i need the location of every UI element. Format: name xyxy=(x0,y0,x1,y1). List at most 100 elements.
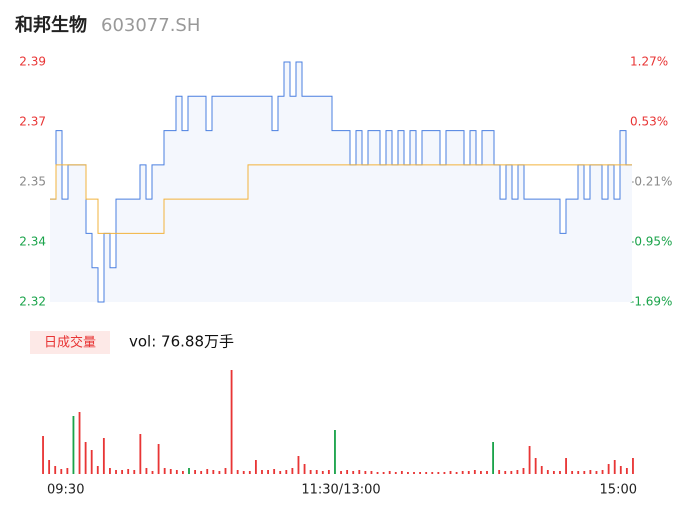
volume-bar xyxy=(182,471,184,474)
price-line xyxy=(50,61,632,303)
volume-bar xyxy=(273,469,276,474)
volume-bar xyxy=(285,470,288,474)
volume-bar xyxy=(60,469,63,474)
volume-bar xyxy=(352,471,355,474)
volume-bar xyxy=(334,430,336,474)
volume-bar xyxy=(559,471,561,474)
stock-name: 和邦生物 xyxy=(15,14,87,36)
volume-bar xyxy=(212,470,215,474)
volume-bar xyxy=(151,471,154,474)
volume-bar xyxy=(157,444,160,474)
volume-bar xyxy=(437,472,440,474)
volume-bar xyxy=(102,438,105,474)
volume-bar xyxy=(625,468,628,474)
volume-bar xyxy=(121,470,124,474)
volume-bar xyxy=(279,471,282,474)
volume-bar xyxy=(188,468,190,474)
y-tick-label: 2.39 xyxy=(19,55,46,69)
volume-bar xyxy=(419,472,422,474)
volume-bar xyxy=(96,466,99,474)
y-tick-label: 2.32 xyxy=(19,295,46,309)
y2-tick-label: 1.27% xyxy=(630,55,668,69)
volume-bar xyxy=(565,458,567,474)
volume-bar xyxy=(206,469,209,474)
volume-bar xyxy=(601,470,604,474)
volume-bar xyxy=(291,468,294,474)
volume-bar xyxy=(364,471,367,474)
volume-bar xyxy=(194,470,196,474)
volume-bar xyxy=(480,471,482,474)
y2-tick-label: -0.95% xyxy=(630,235,672,249)
volume-bar xyxy=(72,416,75,474)
volume-bar xyxy=(236,470,239,474)
volume-bar xyxy=(230,370,233,474)
volume-bar xyxy=(552,471,555,474)
volume-bar xyxy=(200,471,203,474)
volume-bar xyxy=(492,442,494,474)
volume-bar xyxy=(261,470,263,474)
volume-bar xyxy=(48,460,51,474)
volume-bar xyxy=(388,471,391,474)
volume-bar xyxy=(127,469,130,474)
volume-bar xyxy=(139,434,142,474)
volume-bar xyxy=(42,436,44,474)
stock-code: 603077.SH xyxy=(101,15,200,36)
volume-bar xyxy=(370,471,373,474)
volume-bar xyxy=(589,470,592,474)
volume-bar xyxy=(577,471,580,474)
y-tick-label: 2.35 xyxy=(19,175,46,189)
volume-bar xyxy=(54,466,57,474)
y2-tick-label: -1.69% xyxy=(630,295,672,309)
volume-bar xyxy=(583,471,586,474)
volume-bar xyxy=(510,471,513,474)
volume-bar xyxy=(78,412,81,474)
y-tick-label: 2.34 xyxy=(19,235,46,249)
x-tick-label: 09:30 xyxy=(47,483,84,498)
volume-bar xyxy=(467,471,470,474)
volume-bar xyxy=(595,471,598,474)
volume-bar xyxy=(327,470,330,474)
average-line xyxy=(50,164,632,234)
volume-bar xyxy=(84,442,87,474)
volume-bar xyxy=(431,472,434,474)
volume-bar xyxy=(540,466,543,474)
y-tick-label: 2.37 xyxy=(19,115,46,129)
volume-bar xyxy=(449,471,452,474)
volume-bar xyxy=(297,456,300,474)
volume-bar xyxy=(407,472,409,474)
volume-bar xyxy=(522,468,525,474)
volume-bar xyxy=(303,464,306,474)
volume-bar xyxy=(413,472,415,474)
volume-total: vol: 76.88万手 xyxy=(129,333,234,351)
volume-bar xyxy=(516,470,519,474)
volume-bar xyxy=(248,471,251,474)
volume-bar xyxy=(528,446,531,474)
volume-label: 日成交量 xyxy=(44,335,96,351)
volume-bar xyxy=(632,458,634,474)
volume-bar xyxy=(309,470,312,474)
volume-bar xyxy=(443,472,446,474)
volume-bar xyxy=(400,471,403,474)
volume-bar xyxy=(224,468,227,474)
volume-bar xyxy=(90,450,93,474)
volume-bar xyxy=(267,470,269,474)
x-tick-label: 15:00 xyxy=(600,483,637,498)
volume-bar xyxy=(571,471,574,474)
volume-bar xyxy=(546,470,549,474)
volume-bar xyxy=(486,471,488,474)
volume-bar xyxy=(340,471,342,474)
y2-tick-label: 0.53% xyxy=(630,115,668,129)
volume-badge xyxy=(30,331,110,354)
volume-bar xyxy=(394,472,397,474)
volume-bar xyxy=(473,470,476,474)
volume-bar xyxy=(218,471,221,474)
volume-bar xyxy=(321,471,324,474)
volume-bar xyxy=(607,464,610,474)
volume-bar xyxy=(455,472,458,474)
volume-bar xyxy=(242,471,245,474)
volume-bar xyxy=(163,468,166,474)
volume-bar xyxy=(504,471,507,474)
volume-bar xyxy=(109,468,111,474)
volume-bar xyxy=(346,470,349,474)
